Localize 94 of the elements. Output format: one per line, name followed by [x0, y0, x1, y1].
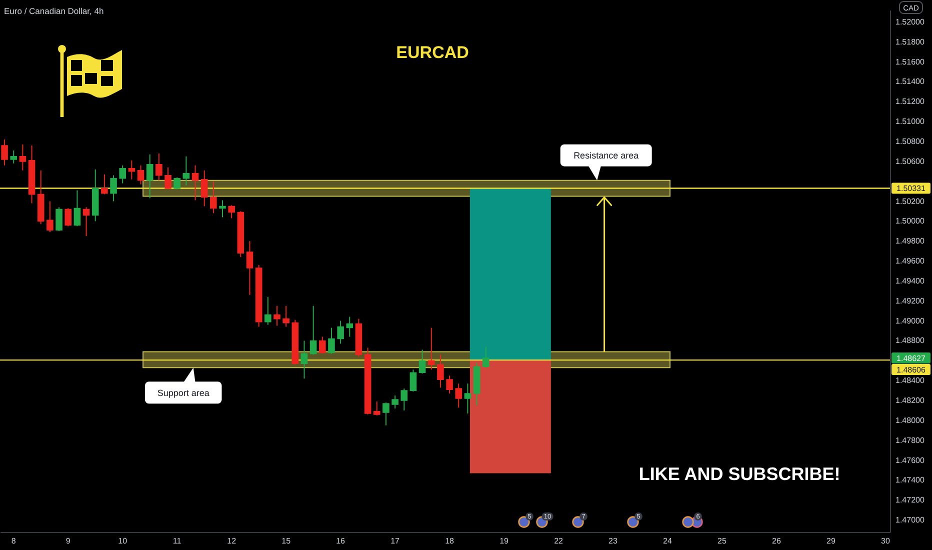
x-tick-label: 12	[227, 536, 237, 546]
y-tick-label: 1.50800	[896, 136, 925, 146]
candlestick	[164, 166, 172, 190]
y-tick-label: 1.47800	[896, 436, 925, 445]
candlestick	[200, 170, 208, 207]
candlestick	[373, 401, 380, 416]
x-tick-label: 9	[66, 536, 71, 546]
candlestick	[337, 320, 344, 344]
x-tick-label: 19	[500, 536, 510, 546]
y-tick-label: 1.48800	[896, 336, 925, 346]
candlestick	[328, 327, 335, 354]
x-tick-label: 16	[336, 536, 346, 546]
candlestick	[264, 296, 272, 326]
y-tick-label: 1.51400	[896, 77, 925, 86]
text: EURCAD	[396, 43, 469, 62]
candlestick	[310, 305, 317, 356]
band-label: Resistance area	[574, 150, 639, 161]
x-tick-label: 23	[608, 536, 618, 546]
y-tick-label: 1.50200	[896, 196, 925, 206]
y-tick-label: 1.49600	[896, 256, 925, 266]
y-tick-label: 1.48400	[896, 376, 925, 386]
y-tick-label: 1.49800	[896, 236, 925, 246]
y-tick-label: 1.49400	[896, 276, 925, 286]
candlestick	[128, 160, 136, 180]
candlestick	[300, 340, 308, 380]
candlestick	[428, 327, 435, 370]
candlestick	[274, 305, 280, 326]
y-tick-label: 1.49000	[896, 316, 925, 326]
x-tick-label: 22	[554, 536, 564, 546]
chart-subtitle: Euro / Canadian Dollar, 4h	[4, 6, 104, 16]
candlestick	[82, 206, 90, 237]
candlestick	[192, 164, 199, 201]
candlestick	[346, 316, 354, 338]
x-tick-label: 25	[718, 536, 727, 546]
candlestick	[464, 383, 472, 414]
candlestick	[64, 208, 72, 227]
x-tick-label: 17	[390, 536, 400, 546]
y-tick-label: 1.47600	[896, 456, 925, 465]
candlestick	[119, 164, 126, 184]
candlestick	[228, 204, 235, 219]
candlestick	[156, 152, 162, 181]
y-tick-label: 1.51800	[896, 37, 925, 46]
candlestick	[46, 200, 54, 233]
candlestick	[74, 190, 81, 227]
candlestick	[319, 336, 326, 354]
candlestick	[56, 206, 62, 232]
y-tick-label: 1.47000	[896, 516, 925, 525]
band-label: Support area	[157, 388, 210, 398]
candlestick	[182, 156, 190, 186]
annotation: LIKE AND SUBSCRIBE!	[638, 464, 840, 484]
x-tick-label: 11	[172, 536, 182, 546]
candlestick	[437, 354, 444, 388]
y-tick-label: 1.50600	[896, 156, 925, 166]
x-tick-label: 26	[772, 536, 782, 546]
x-tick-label: 29	[826, 536, 836, 546]
x-tick-label: 18	[445, 536, 455, 546]
candlestick	[219, 200, 226, 218]
candlestick	[455, 383, 462, 408]
ref-line-label: 1.48606	[896, 365, 926, 374]
candlestick	[410, 369, 417, 392]
y-tick-label: 1.50000	[896, 216, 925, 226]
candlestick	[1, 139, 8, 166]
y-tick-label: 1.48000	[896, 416, 925, 425]
x-tick-label: 10	[118, 536, 128, 546]
y-tick-label: 1.47200	[896, 496, 925, 505]
ref-line-label: 1.50331	[896, 184, 926, 194]
x-tick-label: 30	[881, 536, 890, 546]
x-tick-label: 15	[282, 536, 292, 546]
candlestick	[210, 180, 217, 214]
candlestick	[110, 174, 117, 202]
candlestick	[174, 176, 180, 190]
y-tick-label: 1.51600	[896, 57, 925, 66]
y-tick-label: 1.51000	[896, 117, 925, 126]
text: 1.48627	[896, 354, 926, 363]
candlestick	[19, 144, 26, 171]
y-tick-label: 1.47400	[896, 476, 925, 485]
x-tick-label: 24	[663, 536, 672, 546]
y-tick-label: 1.48200	[896, 396, 925, 406]
candlestick	[137, 164, 144, 185]
candlestick	[400, 388, 408, 411]
y-tick-label: 1.51200	[896, 97, 925, 106]
candlestick	[246, 240, 254, 296]
x-tick-label: 8	[11, 536, 16, 546]
candlestick	[446, 375, 453, 394]
candlestick	[382, 402, 390, 426]
y-tick-label: 1.52000	[896, 17, 925, 26]
candlestick	[146, 154, 154, 199]
candlestick	[282, 305, 290, 328]
candlestick	[10, 150, 18, 164]
candlestick	[418, 349, 426, 374]
candlestick	[482, 346, 490, 368]
candlestick	[101, 174, 108, 195]
y-tick-label: 1.49200	[896, 296, 925, 306]
candlestick	[392, 395, 398, 409]
